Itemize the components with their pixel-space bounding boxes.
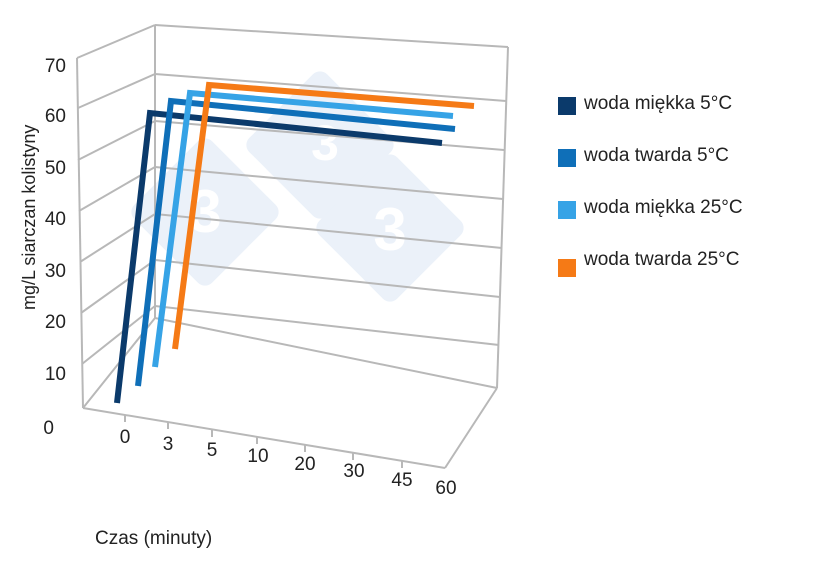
y-tick-40: 40 bbox=[44, 209, 66, 230]
series-woda-miekka-5c bbox=[114, 109, 443, 404]
y-tick-10: 10 bbox=[44, 364, 66, 385]
series-woda-twarda-5c bbox=[135, 97, 456, 387]
svg-text:3: 3 bbox=[373, 196, 406, 263]
y-tick-30: 30 bbox=[44, 261, 66, 282]
x-tick-30: 30 bbox=[343, 461, 365, 482]
series-woda-miekka-25c bbox=[152, 89, 454, 368]
y-tick-60: 60 bbox=[44, 106, 66, 127]
x-tick-45: 45 bbox=[391, 470, 413, 491]
legend-swatch bbox=[558, 149, 576, 167]
x-tick-20: 20 bbox=[294, 454, 316, 475]
legend-item-woda-twarda-25c: woda twarda 25°C bbox=[558, 236, 743, 288]
legend-item-woda-miekka-25c: woda miękka 25°C bbox=[558, 184, 743, 236]
y-tick-20: 20 bbox=[44, 312, 66, 333]
y-tick-50: 50 bbox=[44, 158, 66, 179]
x-tick-60: 60 bbox=[435, 478, 457, 499]
y-tick-70: 70 bbox=[44, 56, 66, 77]
svg-text:3: 3 bbox=[311, 115, 339, 171]
legend-swatch bbox=[558, 201, 576, 219]
legend-label: woda twarda 25°C bbox=[584, 249, 740, 270]
legend-item-woda-twarda-5c: woda twarda 5°C bbox=[558, 132, 743, 184]
legend-swatch bbox=[558, 97, 576, 115]
x-tick-0: 0 bbox=[119, 427, 131, 448]
legend: woda miękka 5°C woda twarda 5°C woda mię… bbox=[558, 80, 743, 288]
legend-swatch bbox=[558, 259, 576, 277]
y-tick-0: 0 bbox=[43, 418, 54, 439]
legend-label: woda miękka 5°C bbox=[584, 93, 733, 114]
x-tick-5: 5 bbox=[206, 440, 218, 461]
legend-label: woda twarda 5°C bbox=[584, 145, 729, 166]
legend-item-woda-miekka-5c: woda miękka 5°C bbox=[558, 80, 743, 132]
x-tick-3: 3 bbox=[162, 434, 174, 455]
grid bbox=[76, 24, 509, 469]
x-axis-title: Czas (minuty) bbox=[95, 528, 213, 549]
legend-label: woda miękka 25°C bbox=[584, 197, 743, 218]
x-tick-10: 10 bbox=[247, 446, 269, 467]
y-axis-title: mg/L siarczan kolistyny bbox=[19, 124, 39, 310]
series-lines bbox=[114, 81, 475, 404]
series-woda-twarda-25c bbox=[172, 81, 475, 350]
